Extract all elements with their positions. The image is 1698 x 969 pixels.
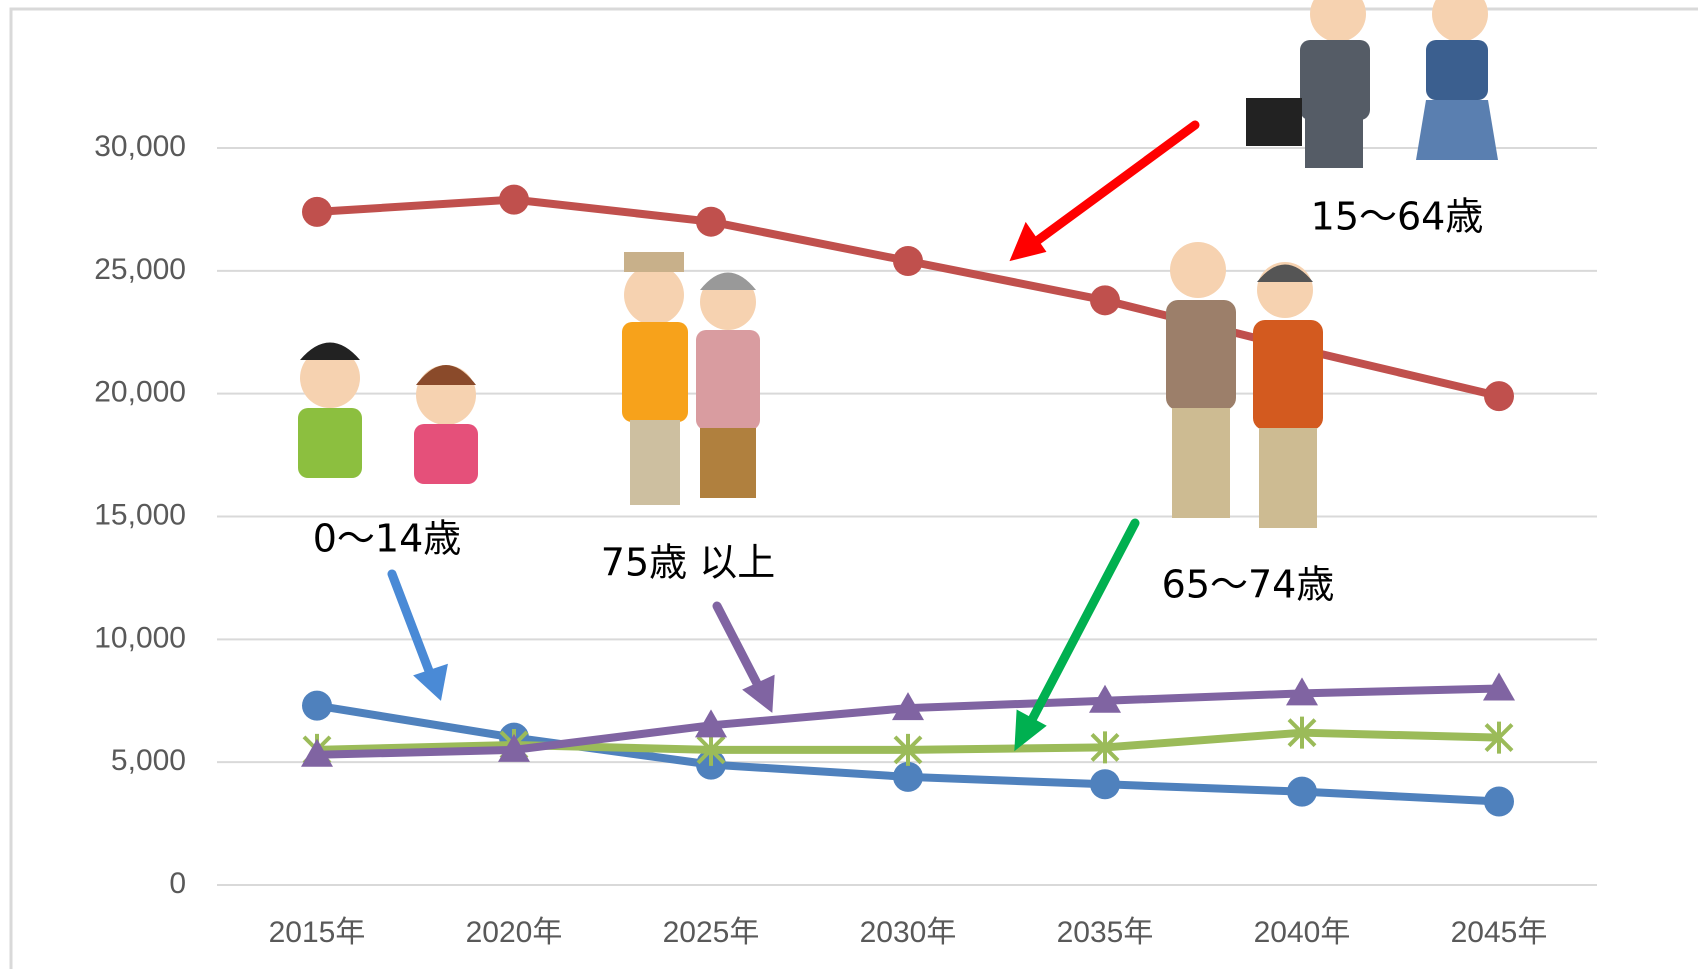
series-lines [301, 185, 1515, 817]
x-tick-label: 2045年 [1451, 916, 1548, 949]
illustration-children [298, 343, 478, 485]
y-tick-label: 15,000 [94, 498, 186, 531]
series-label: 75歳 以上 [601, 541, 775, 585]
annotation-arrows [392, 125, 1195, 748]
illustration-seniors [1166, 242, 1323, 528]
page: {"chart_data": {"type": "line", "categor… [0, 0, 1698, 969]
chart: 0 5,000 10,000 15,000 20,000 25,000 30,000 2015… [0, 0, 1698, 969]
y-tick-label: 10,000 [94, 621, 186, 654]
point [1090, 769, 1120, 799]
x-tick-label: 2015年 [269, 916, 366, 949]
series-label: 15〜64歳 [1311, 195, 1484, 239]
point [499, 185, 529, 215]
point [302, 691, 332, 721]
y-tick-label: 30,000 [94, 130, 186, 163]
illustration-elderly [622, 252, 760, 505]
x-tick-label: 2030年 [860, 916, 957, 949]
y-tick-label: 20,000 [94, 376, 186, 409]
y-tick-label: 25,000 [94, 253, 186, 286]
point [893, 762, 923, 792]
series-label: 65〜74歳 [1162, 563, 1335, 607]
y-tick-label: 5,000 [111, 744, 186, 777]
series [304, 717, 1512, 766]
point [1287, 777, 1317, 807]
x-tick-label: 2020年 [466, 916, 563, 949]
x-tick-label: 2040年 [1254, 916, 1351, 949]
point [893, 246, 923, 276]
illustration-workers [1246, 0, 1498, 168]
point [302, 197, 332, 227]
series-label: 0〜14歳 [313, 517, 462, 561]
point [1484, 786, 1514, 816]
point [1484, 381, 1514, 411]
x-tick-label: 2035年 [1057, 916, 1154, 949]
y-tick-label: 0 [169, 867, 186, 900]
x-tick-label: 2025年 [663, 916, 760, 949]
point [696, 207, 726, 237]
point [1090, 285, 1120, 315]
